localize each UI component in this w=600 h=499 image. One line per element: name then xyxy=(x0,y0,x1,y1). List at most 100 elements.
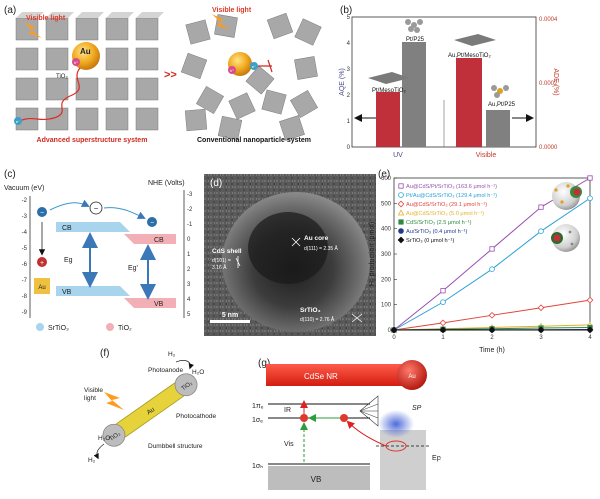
comparison-arrow: >> xyxy=(164,69,177,81)
chart-x-label: Time (h) xyxy=(479,347,505,354)
superstructure-grid xyxy=(15,12,164,131)
photoanode-label: Photoanode xyxy=(148,367,183,374)
hole-label-right: h⁺ xyxy=(230,68,234,73)
y-tick-label: 300 xyxy=(381,252,392,258)
dumbbell-caption: Dumbbell structure xyxy=(148,443,203,450)
legend-marker xyxy=(398,183,404,189)
group-visible: Visible xyxy=(476,152,497,159)
scattered-nanoparticles xyxy=(180,12,322,141)
b-ytick: 1 xyxy=(347,119,351,125)
b-rtick: 0.0000 xyxy=(539,145,558,151)
y-tick-label: 200 xyxy=(381,277,392,283)
au-p25-particles-icon xyxy=(491,85,509,98)
meso-film-icon xyxy=(368,72,410,84)
c-ltick: -6 xyxy=(22,262,28,268)
cds-lattice-marker xyxy=(235,256,241,268)
panel-d: (d) CdS shell d(101) = 3.16 Å Au core d(… xyxy=(204,174,376,336)
h2-bottom-label: H₂ xyxy=(88,457,96,464)
legend-entry: Pt/Au@CdS/SrTiO₃ (129.4 μmol h⁻¹) xyxy=(406,193,497,199)
electron-icon-right xyxy=(250,62,258,70)
cdse-nr-label: CdSe NR xyxy=(304,372,338,381)
pi-e-label: 1πₑ xyxy=(252,403,264,410)
tio2-label-left: TiO₂ xyxy=(56,74,68,80)
electron-icon-c1 xyxy=(37,207,47,217)
valence-band xyxy=(268,466,370,490)
left-visible-light: Visible light xyxy=(26,15,66,22)
c-rtick: 1 xyxy=(187,252,191,258)
electron-icon-c3 xyxy=(147,217,157,227)
legend-marker xyxy=(397,209,405,216)
legend-marker xyxy=(397,236,405,244)
srtio3-d: d(110) = 2.76 Å xyxy=(300,316,335,323)
chart-y-label: H₂ production (μmol) xyxy=(369,222,376,286)
vis-label: Vis xyxy=(284,441,294,448)
bar-pt-mesotio2 xyxy=(376,92,400,147)
c-ltick: -9 xyxy=(22,310,28,316)
hole-label-left: h⁺ xyxy=(74,60,78,65)
legend-tio2: TiO₂ xyxy=(118,325,132,332)
cds-shell-label: CdS shell xyxy=(212,248,242,255)
transfer-arrow-2 xyxy=(103,207,146,219)
au-level-box xyxy=(34,278,50,294)
legend-tio2-swatch xyxy=(106,323,114,331)
c-ltick: -4 xyxy=(22,230,28,236)
right-visible-light: Visible light xyxy=(212,7,252,14)
bar-label-1: Pt/P25 xyxy=(406,37,425,43)
c-rtick: -3 xyxy=(187,192,193,198)
electron-transport-path xyxy=(21,67,81,121)
data-point xyxy=(440,299,446,305)
transfer-arrow-1 xyxy=(49,199,90,211)
h2-bottom-arrow xyxy=(93,443,105,460)
electron-dot-2 xyxy=(340,414,348,422)
visible-label: Visible xyxy=(84,387,103,394)
legend-entry: Au@CdS/SrTiO₃ (5.0 μmol h⁻¹) xyxy=(406,211,484,217)
c-ltick: -7 xyxy=(22,278,28,284)
panel-a: (a) Visible light Au h⁺ TiO₂ e⁻ Advanced… xyxy=(4,5,322,144)
h2o-bottom-label: H₂O xyxy=(98,435,110,442)
data-point xyxy=(538,204,544,210)
data-point xyxy=(440,288,446,294)
vb-label-left: VB xyxy=(62,289,72,296)
electron-dot-1 xyxy=(300,414,308,422)
y-tick-label: 500 xyxy=(381,201,392,207)
electron-icon-c2 xyxy=(89,201,103,215)
c-rtick: -2 xyxy=(187,207,193,213)
right-caption: Conventional nanoparticle system xyxy=(197,137,311,144)
data-point xyxy=(537,326,545,334)
c-rtick: 5 xyxy=(187,312,191,318)
bar-label-2: Au,Pt/MesoTiO₂ xyxy=(448,53,491,59)
legend-entry: Au@CdS/SrTiO₃ (29.1 μmol h⁻¹) xyxy=(406,202,487,208)
c-right-axis-title: NHE (Volts) xyxy=(148,180,185,187)
meso-au-film-icon xyxy=(454,34,496,46)
bar-au-pt-mesotio2 xyxy=(456,58,482,147)
data-point xyxy=(489,266,495,273)
b-ytick: 4 xyxy=(347,41,351,47)
chart-legend: Au@CdS/Pt/SrTiO₃ (163.6 μmol h⁻¹) Pt/Au@C… xyxy=(397,183,497,244)
panel-label-a: (a) xyxy=(4,5,16,16)
au-cds-pt-srtio3-icon xyxy=(551,224,580,252)
hot-electron-arrow xyxy=(346,420,387,447)
c-left-axis-title: Vacuum (eV) xyxy=(4,185,44,192)
data-point xyxy=(439,319,447,327)
srtio3-lattice-marker xyxy=(351,313,363,323)
data-point xyxy=(488,326,496,334)
legend-marker xyxy=(398,219,404,225)
data-point xyxy=(587,175,593,181)
legend-marker xyxy=(398,192,404,198)
hole-sign-c: + xyxy=(40,260,44,267)
blocked-transfer-icon xyxy=(258,59,273,73)
h2o-top-label: H₂O xyxy=(192,369,204,376)
bar-label-3: Au,Pt/P25 xyxy=(488,102,516,108)
hole-icon-c xyxy=(37,257,47,267)
au-tip-label: Au xyxy=(408,374,415,380)
electron-sign-c2: − xyxy=(94,204,99,213)
bar-au-pt-p25 xyxy=(486,110,510,147)
panel-label-d: (d) xyxy=(210,178,222,189)
panel-label-f: (f) xyxy=(100,348,109,359)
cds-d-value: 3.16 Å xyxy=(212,264,227,271)
y-tick-label: 100 xyxy=(381,303,392,309)
data-point xyxy=(390,326,398,334)
legend-srtio3-swatch xyxy=(36,323,44,331)
panel-label-e: (e) xyxy=(378,169,390,180)
c-ltick: -8 xyxy=(22,294,28,300)
